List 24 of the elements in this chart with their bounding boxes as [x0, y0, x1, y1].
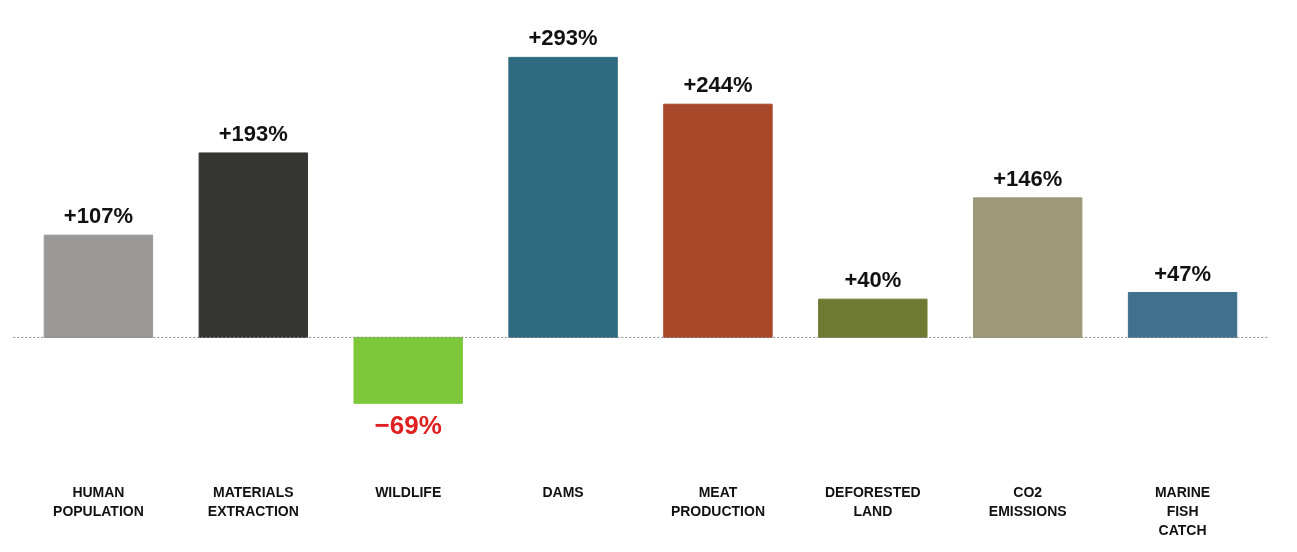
bar — [508, 56, 618, 338]
data-label: +40% — [844, 267, 902, 293]
bar — [43, 234, 154, 338]
x-tick-label: DAMS — [542, 483, 584, 500]
bar — [972, 197, 1083, 338]
data-label: +293% — [528, 25, 598, 51]
x-tick-label: DEFORESTED LAND — [824, 483, 921, 519]
x-tick-label: MEAT PRODUCTION — [670, 483, 766, 519]
data-label: +146% — [993, 165, 1063, 191]
bar — [818, 298, 928, 338]
bar — [353, 336, 463, 404]
data-label: −69% — [374, 410, 442, 441]
x-tick-label: CO2 EMISSIONS — [988, 483, 1067, 519]
x-tick-label: MATERIALS EXTRACTION — [207, 483, 299, 519]
bar — [1127, 291, 1238, 338]
x-tick-label: WILDLIFE — [375, 483, 442, 500]
data-label: +107% — [63, 203, 133, 229]
x-tick-label: MARINE FISH CATCH — [1154, 483, 1211, 538]
data-label: +193% — [218, 121, 288, 147]
x-tick-label: HUMAN POPULATION — [53, 483, 144, 519]
data-label: +244% — [683, 72, 753, 98]
bar — [198, 152, 309, 338]
bar — [663, 103, 773, 338]
data-label: +47% — [1154, 260, 1212, 286]
